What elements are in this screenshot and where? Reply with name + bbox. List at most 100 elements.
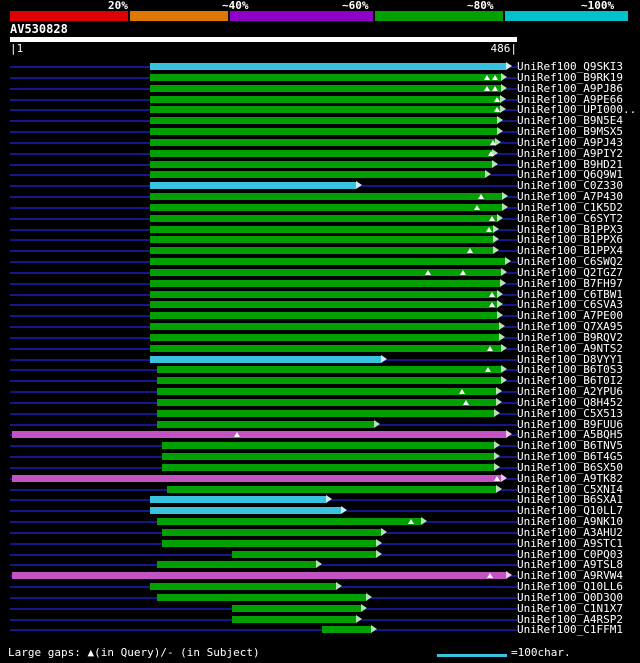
alignment-bar[interactable] (150, 225, 493, 233)
hit-label[interactable]: UniRef100_C5X513 (517, 406, 623, 420)
hit-label[interactable]: UniRef100_C6SWQ2 (517, 255, 623, 269)
hit-label[interactable]: UniRef100_B6SX50 (517, 460, 623, 474)
hit-label[interactable]: UniRef100_A9NTS2 (517, 341, 623, 355)
alignment-bar[interactable] (150, 171, 485, 179)
hit-label[interactable]: UniRef100_C6TBW1 (517, 287, 623, 301)
alignment-bar[interactable] (157, 377, 501, 385)
alignment-bar[interactable] (150, 73, 501, 81)
alignment-bar[interactable] (150, 301, 497, 309)
hit-label[interactable]: UniRef100_B6T0I2 (517, 374, 623, 388)
hit-label[interactable]: UniRef100_A9STC1 (517, 536, 623, 550)
hit-label[interactable]: UniRef100_Q0D3Q0 (517, 590, 623, 604)
hit-label[interactable]: UniRef100_A9TK82 (517, 471, 623, 485)
alignment-bar[interactable] (157, 420, 374, 428)
alignment-bar[interactable] (150, 182, 356, 190)
alignment-bar[interactable] (150, 117, 497, 125)
alignment-bar[interactable] (162, 528, 381, 536)
alignment-bar[interactable] (150, 236, 493, 244)
hit-label[interactable]: UniRef100_B9N5E4 (517, 114, 623, 128)
hit-label[interactable]: UniRef100_A9RVW4 (517, 569, 623, 583)
alignment-bar[interactable] (150, 214, 497, 222)
alignment-bar[interactable] (12, 431, 506, 439)
hit-label[interactable]: UniRef100_Q9SKI3 (517, 60, 623, 73)
alignment-bar[interactable] (157, 388, 496, 396)
hit-label[interactable]: UniRef100_C5XNI4 (517, 482, 623, 496)
alignment-bar[interactable] (150, 355, 381, 363)
hit-label[interactable]: UniRef100_C1K5D2 (517, 200, 623, 214)
hit-label[interactable]: UniRef100_D8VYY1 (517, 352, 623, 366)
hit-label[interactable]: UniRef100_A9PJ43 (517, 135, 623, 149)
hit-label[interactable]: UniRef100_B1PPX3 (517, 222, 623, 236)
alignment-bar[interactable] (157, 561, 316, 569)
alignment-bar[interactable] (157, 409, 494, 417)
hit-label[interactable]: UniRef100_A7P430 (517, 190, 623, 204)
alignment-bar[interactable] (150, 312, 497, 320)
hit-label[interactable]: UniRef100_A9PJ86 (517, 81, 623, 95)
alignment-bar[interactable] (150, 583, 336, 591)
alignment-bar[interactable] (150, 193, 502, 201)
alignment-bar[interactable] (157, 518, 421, 526)
alignment-bar[interactable] (150, 95, 500, 103)
hit-label[interactable]: UniRef100_B9MSX5 (517, 125, 623, 138)
hit-label[interactable]: UniRef100_C0Z330 (517, 179, 623, 193)
alignment-bar[interactable] (162, 463, 494, 471)
hit-label[interactable]: UniRef100_A5BQH5 (517, 428, 623, 442)
alignment-bar[interactable] (150, 106, 500, 114)
alignment-bar[interactable] (150, 63, 506, 70)
hit-label[interactable]: UniRef100_Q8H452 (517, 395, 623, 409)
alignment-bar[interactable] (150, 333, 499, 341)
hit-label[interactable]: UniRef100_B6SXA1 (517, 493, 623, 507)
alignment-bar[interactable] (12, 572, 506, 580)
alignment-bar[interactable] (232, 604, 361, 612)
alignment-bar[interactable] (157, 593, 366, 601)
hit-label[interactable]: UniRef100_A4RSP2 (517, 612, 623, 626)
hit-label[interactable]: UniRef100_A9NK10 (517, 515, 623, 529)
alignment-bar[interactable] (150, 290, 497, 298)
alignment-bar[interactable] (157, 366, 501, 374)
hit-label[interactable]: UniRef100_B9FUU6 (517, 417, 623, 431)
hit-label[interactable]: UniRef100_UPI000.. (517, 103, 637, 117)
alignment-bar[interactable] (150, 258, 505, 266)
hit-label[interactable]: UniRef100_B9RQV2 (517, 330, 623, 344)
hit-label[interactable]: UniRef100_C1N1X7 (517, 601, 623, 615)
alignment-bar[interactable] (150, 268, 501, 276)
hit-label[interactable]: UniRef100_B1PPX4 (517, 244, 623, 258)
alignment-bar[interactable] (150, 279, 500, 287)
hit-label[interactable]: UniRef100_Q7XA95 (517, 320, 623, 334)
alignment-bar[interactable] (150, 507, 341, 515)
hit-label[interactable]: UniRef100_Q10LL6 (517, 580, 623, 594)
hit-label[interactable]: UniRef100_B1PPX6 (517, 233, 623, 247)
alignment-bar[interactable] (150, 160, 492, 168)
alignment-bar[interactable] (162, 442, 494, 450)
alignment-bar[interactable] (322, 626, 371, 634)
alignment-bar[interactable] (150, 149, 492, 157)
alignment-bar[interactable] (150, 323, 499, 331)
alignment-bar[interactable] (150, 203, 502, 211)
alignment-bar[interactable] (162, 539, 376, 547)
alignment-bar[interactable] (150, 496, 326, 504)
hit-label[interactable]: UniRef100_C0PQ03 (517, 547, 623, 561)
alignment-bar[interactable] (150, 247, 493, 255)
hit-label[interactable]: UniRef100_B6TNV5 (517, 439, 623, 453)
hit-label[interactable]: UniRef100_A3AHU2 (517, 525, 623, 539)
hit-label[interactable]: UniRef100_C1FFM1 (517, 623, 623, 637)
alignment-bar[interactable] (157, 398, 496, 406)
alignment-bar[interactable] (167, 485, 496, 493)
hit-label[interactable]: UniRef100_Q2TGZ7 (517, 265, 623, 279)
hit-label[interactable]: UniRef100_B7FH97 (517, 276, 623, 290)
alignment-bar[interactable] (150, 84, 501, 92)
hit-label[interactable]: UniRef100_B6T4G5 (517, 450, 623, 464)
hit-label[interactable]: UniRef100_B9RK19 (517, 70, 623, 84)
hit-label[interactable]: UniRef100_B6T0S3 (517, 363, 623, 377)
hit-label[interactable]: UniRef100_C6SYT2 (517, 211, 623, 225)
hit-label[interactable]: UniRef100_Q10LL7 (517, 504, 623, 518)
hit-label[interactable]: UniRef100_A9TSL8 (517, 558, 623, 572)
alignment-bar[interactable] (12, 474, 501, 482)
alignment-bar[interactable] (162, 453, 494, 461)
hit-label[interactable]: UniRef100_Q6Q9W1 (517, 168, 623, 182)
hit-label[interactable]: UniRef100_A9PE66 (517, 92, 623, 106)
alignment-bar[interactable] (150, 344, 501, 352)
hit-label[interactable]: UniRef100_B9HD21 (517, 157, 623, 171)
hit-label[interactable]: UniRef100_C6SVA3 (517, 298, 623, 312)
hit-label[interactable]: UniRef100_A7PE00 (517, 309, 623, 323)
